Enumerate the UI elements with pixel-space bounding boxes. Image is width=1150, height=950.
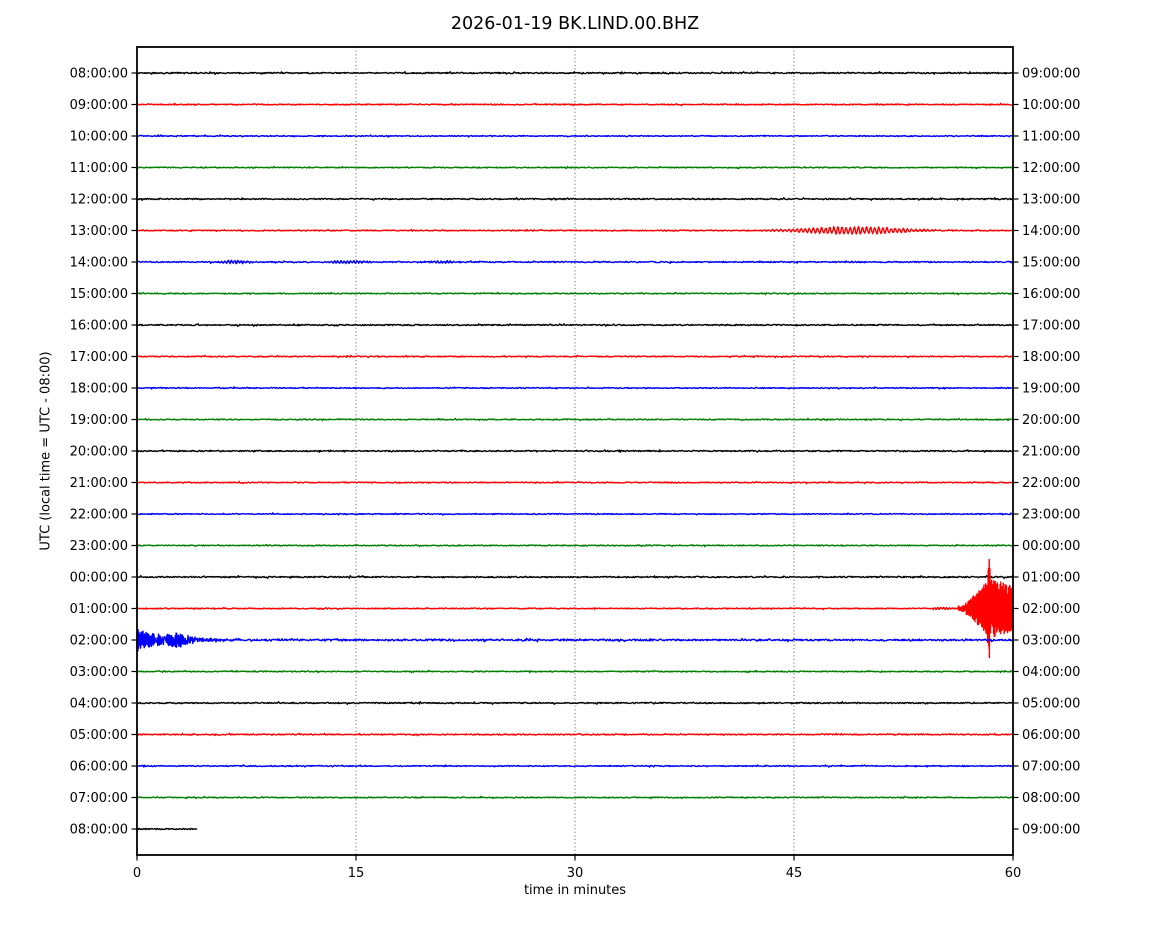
- trace-row-utc-150000-7: [136, 291, 1014, 296]
- trace-row-utc-220000-14: [136, 512, 1014, 516]
- y-tick-label-local: 09:00:00: [1022, 823, 1080, 838]
- trace-row-utc-210000-13: [136, 480, 1014, 485]
- y-tick-label-local: 15:00:00: [1022, 256, 1080, 271]
- y-tick-label-utc: 19:00:00: [70, 413, 128, 428]
- y-tick-label-utc: 13:00:00: [70, 224, 128, 239]
- y-tick-label-utc: 16:00:00: [70, 319, 128, 334]
- trace-row-utc-030000-19: [136, 669, 1014, 674]
- y-tick-label-local: 23:00:00: [1022, 508, 1080, 523]
- y-tick-label-local: 13:00:00: [1022, 193, 1080, 208]
- y-tick-label-local: 02:00:00: [1022, 602, 1080, 617]
- y-tick-label-local: 04:00:00: [1022, 665, 1080, 680]
- x-tick-label: 45: [786, 866, 803, 881]
- y-tick-label-local: 21:00:00: [1022, 445, 1080, 460]
- y-tick-label-utc: 10:00:00: [70, 130, 128, 145]
- y-tick-label-local: 09:00:00: [1022, 67, 1080, 82]
- y-tick-label-utc: 09:00:00: [70, 98, 128, 113]
- y-tick-label-utc: 05:00:00: [70, 728, 128, 743]
- trace-row-utc-160000-8: [136, 323, 1014, 327]
- y-tick-label-local: 17:00:00: [1022, 319, 1080, 334]
- y-tick-label-local: 07:00:00: [1022, 760, 1080, 775]
- y-tick-label-local: 01:00:00: [1022, 571, 1080, 586]
- y-tick-label-utc: 00:00:00: [70, 571, 128, 586]
- y-tick-label-utc: 17:00:00: [70, 350, 128, 365]
- y-tick-label-utc: 22:00:00: [70, 508, 128, 523]
- x-tick-label: 60: [1005, 866, 1022, 881]
- y-tick-label-utc: 02:00:00: [70, 634, 128, 649]
- y-tick-label-local: 22:00:00: [1022, 476, 1080, 491]
- trace-row-utc-120000-4: [136, 197, 1014, 201]
- y-tick-label-local: 10:00:00: [1022, 98, 1080, 113]
- trace-row-utc-190000-11: [137, 417, 1014, 422]
- trace-row-utc-230000-15: [136, 543, 1014, 548]
- y-tick-label-local: 18:00:00: [1022, 350, 1080, 365]
- y-tick-label-local: 19:00:00: [1022, 382, 1080, 397]
- y-tick-label-local: 16:00:00: [1022, 287, 1080, 302]
- y-tick-label-utc: 08:00:00: [70, 67, 128, 82]
- y-tick-label-utc: 18:00:00: [70, 382, 128, 397]
- trace-row-utc-200000-12: [136, 449, 1013, 453]
- trace-row-utc-080000-24: [136, 827, 198, 831]
- trace-row-utc-130000-5: [136, 225, 1013, 235]
- x-tick-label: 30: [567, 866, 584, 881]
- trace-row-utc-010000-17: [136, 558, 1014, 659]
- y-tick-label-utc: 03:00:00: [70, 665, 128, 680]
- trace-row-utc-170000-9: [136, 354, 1014, 359]
- y-tick-label-local: 11:00:00: [1022, 130, 1080, 145]
- y-tick-label-utc: 01:00:00: [70, 602, 128, 617]
- y-tick-label-utc: 15:00:00: [70, 287, 128, 302]
- y-tick-label-utc: 21:00:00: [70, 476, 128, 491]
- x-tick-label: 0: [133, 866, 141, 881]
- trace-row-utc-140000-6: [136, 259, 1014, 265]
- trace-row-utc-050000-21: [136, 732, 1014, 737]
- trace-row-utc-080000-0: [136, 71, 1014, 75]
- trace-row-utc-060000-22: [136, 764, 1014, 768]
- trace-row-utc-180000-10: [136, 386, 1014, 390]
- y-tick-label-local: 00:00:00: [1022, 539, 1080, 554]
- y-tick-label-utc: 14:00:00: [70, 256, 128, 271]
- x-tick-label: 15: [348, 866, 365, 881]
- y-tick-label-local: 03:00:00: [1022, 634, 1080, 649]
- x-axis-label: time in minutes: [523, 883, 627, 898]
- y-tick-label-utc: 20:00:00: [70, 445, 128, 460]
- trace-row-utc-040000-20: [136, 701, 1014, 705]
- y-tick-label-utc: 06:00:00: [70, 760, 128, 775]
- plot-title: 2026-01-19 BK.LIND.00.BHZ: [450, 14, 700, 34]
- y-tick-label-local: 14:00:00: [1022, 224, 1080, 239]
- trace-row-utc-000000-16: [136, 575, 1014, 579]
- y-tick-label-local: 05:00:00: [1022, 697, 1080, 712]
- y-axis-label: UTC (local time = UTC - 08:00): [38, 351, 54, 551]
- trace-row-utc-020000-18: [136, 629, 1014, 652]
- trace-row-utc-090000-1: [136, 102, 1014, 107]
- y-tick-label-utc: 04:00:00: [70, 697, 128, 712]
- y-tick-label-local: 20:00:00: [1022, 413, 1080, 428]
- y-tick-label-utc: 12:00:00: [70, 193, 128, 208]
- y-tick-label-local: 06:00:00: [1022, 728, 1080, 743]
- y-tick-label-local: 08:00:00: [1022, 791, 1080, 806]
- trace-row-utc-110000-3: [136, 165, 1014, 170]
- y-tick-label-utc: 11:00:00: [70, 161, 128, 176]
- trace-row-utc-100000-2: [136, 134, 1014, 138]
- y-tick-label-local: 12:00:00: [1022, 161, 1080, 176]
- y-tick-label-utc: 23:00:00: [70, 539, 128, 554]
- y-tick-label-utc: 08:00:00: [70, 823, 128, 838]
- y-tick-label-utc: 07:00:00: [70, 791, 128, 806]
- trace-row-utc-070000-23: [136, 795, 1014, 800]
